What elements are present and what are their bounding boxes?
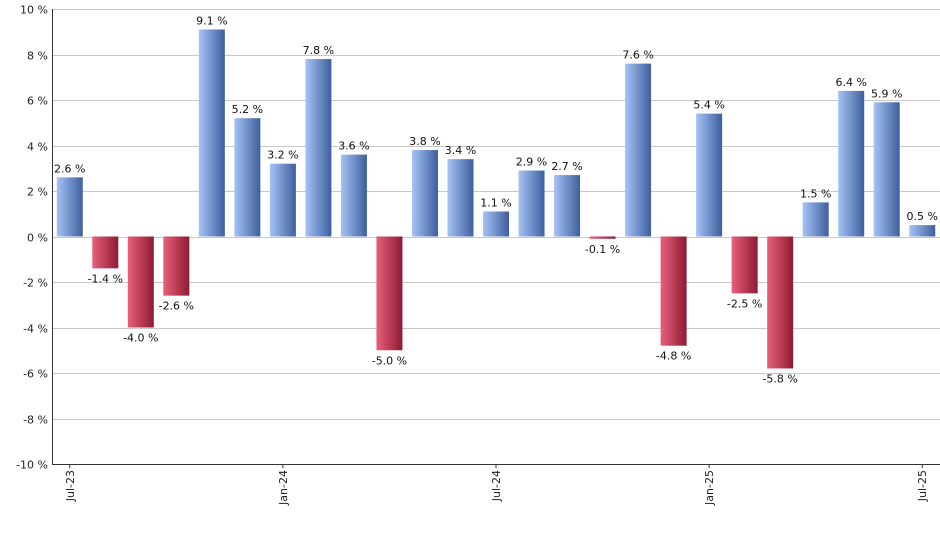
data-label: -2.5 % [727, 297, 762, 310]
y-tick-label: -2 % [23, 277, 48, 290]
data-label: 5.2 % [232, 103, 263, 116]
data-label: 1.1 % [480, 196, 511, 209]
bar [660, 236, 687, 346]
bar [92, 236, 119, 269]
axes [52, 9, 940, 468]
data-label: 5.4 % [693, 99, 724, 112]
y-tick-label: -8 % [23, 414, 48, 427]
bar [518, 170, 545, 237]
data-label: 6.4 % [835, 76, 866, 89]
y-axis-tick-labels: 10 % 8 % 6 % 4 % 2 % 0 % -2 % -4 % -6 % -8 % -10 % [16, 4, 48, 472]
bar [234, 118, 261, 237]
y-tick-label: -10 % [16, 459, 48, 472]
y-tick-label: 6 % [27, 95, 48, 108]
bar [767, 236, 794, 369]
data-label: 7.6 % [622, 49, 653, 62]
data-label: 3.6 % [338, 140, 369, 153]
bar [909, 225, 936, 237]
x-tick-label: Jul-25 [916, 470, 929, 502]
data-label: -2.6 % [159, 300, 194, 313]
data-label: -4.0 % [123, 332, 158, 345]
bar [269, 163, 296, 237]
bar [198, 29, 225, 237]
bar [554, 175, 581, 237]
data-labels: 2.6 % -1.4 % -4.0 % -2.6 % 9.1 % 5.2 % 3.2 % 7.… [54, 14, 938, 385]
bar [483, 211, 509, 237]
bar [873, 102, 900, 237]
bar [589, 236, 616, 239]
data-label: -4.8 % [656, 350, 691, 363]
data-label: -5.0 % [372, 354, 407, 367]
y-tick-label: 0 % [27, 232, 48, 245]
data-label: -1.4 % [88, 272, 123, 285]
data-label: -0.1 % [585, 243, 620, 256]
bar [411, 150, 438, 237]
y-tick-label: 8 % [27, 50, 48, 63]
x-tick-label: Jul-23 [64, 470, 77, 502]
y-tick-label: 4 % [27, 141, 48, 154]
data-label: 2.7 % [551, 160, 582, 173]
data-label: 2.9 % [516, 156, 547, 169]
x-tick-label: Jan-25 [703, 470, 716, 506]
bar [838, 90, 865, 237]
bar [696, 113, 723, 237]
data-label: 3.4 % [445, 144, 476, 157]
data-label: 1.5 % [800, 187, 831, 200]
y-tick-label: 10 % [20, 4, 48, 17]
data-label: 0.5 % [907, 210, 938, 223]
bar [163, 236, 190, 296]
bar [127, 236, 154, 328]
bars [56, 29, 936, 369]
data-label: -5.8 % [762, 372, 797, 385]
bar [305, 59, 332, 237]
bar [731, 236, 758, 294]
y-tick-label: -4 % [23, 323, 48, 336]
data-label: 2.6 % [54, 162, 85, 175]
data-label: 3.2 % [267, 149, 298, 162]
bar [625, 63, 652, 237]
bar [802, 202, 829, 237]
data-label: 3.8 % [409, 135, 440, 148]
data-label: 7.8 % [303, 44, 334, 57]
y-tick-label: -6 % [23, 368, 48, 381]
bar [56, 177, 83, 237]
y-tick-label: 2 % [27, 186, 48, 199]
data-label: 5.9 % [871, 87, 902, 100]
bar [376, 236, 403, 351]
x-tick-label: Jan-24 [277, 470, 290, 506]
x-tick-label: Jul-24 [490, 470, 503, 502]
x-axis-tick-labels: Jul-23 Jan-24 Jul-24 Jan-25 Jul-25 [64, 470, 929, 506]
bar [447, 159, 474, 237]
bar [340, 154, 367, 237]
data-label: 9.1 % [196, 14, 227, 27]
